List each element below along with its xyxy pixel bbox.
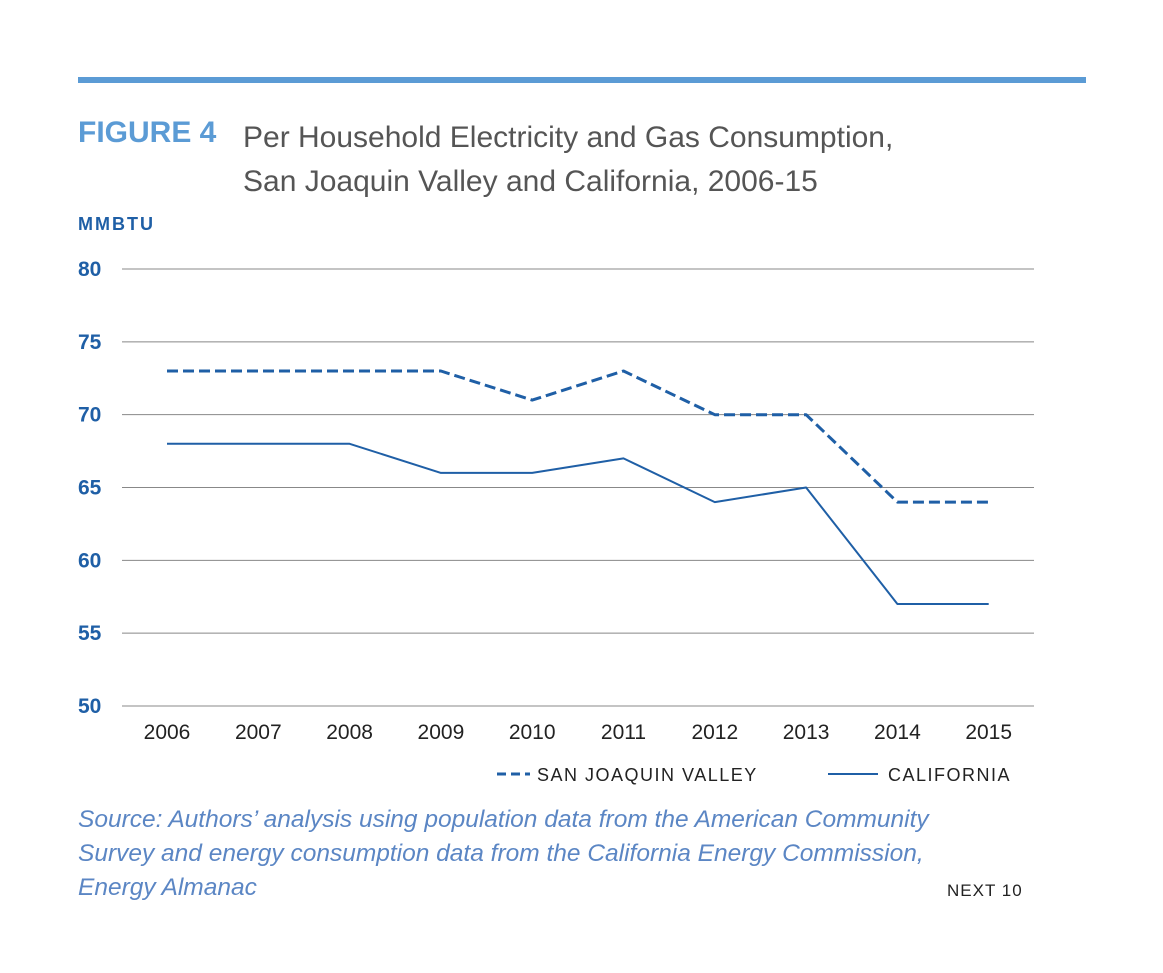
series-line-1 <box>167 369 989 504</box>
series-lines <box>167 369 989 605</box>
x-tick-label: 2014 <box>874 721 921 744</box>
series-line-2 <box>167 442 989 605</box>
y-tick-labels: 50 55 60 65 70 75 80 <box>78 258 102 718</box>
x-tick-label: 2012 <box>691 721 738 744</box>
x-tick-label: 2013 <box>783 721 830 744</box>
x-tick-label: 2010 <box>509 721 556 744</box>
x-tick-label: 2008 <box>326 721 373 744</box>
y-tick-label: 70 <box>78 404 101 427</box>
legend-label: SAN JOAQUIN VALLEY <box>537 765 758 785</box>
y-tick-label: 75 <box>78 331 102 354</box>
y-tick-label: 65 <box>78 477 102 500</box>
x-tick-label: 2009 <box>418 721 465 744</box>
x-tick-label: 2007 <box>235 721 282 744</box>
brand-label: NEXT 10 <box>947 881 1023 900</box>
top-accent-bar <box>78 77 1086 83</box>
y-axis-unit-label: MMBTU <box>78 214 155 234</box>
source-line-2: Survey and energy consumption data from … <box>78 840 924 867</box>
legend-label: CALIFORNIA <box>888 765 1011 785</box>
x-tick-label: 2011 <box>601 721 646 744</box>
x-tick-label: 2015 <box>965 721 1012 744</box>
y-tick-label: 50 <box>78 695 101 718</box>
y-tick-label: 80 <box>78 258 101 281</box>
legend: SAN JOAQUIN VALLEY CALIFORNIA <box>497 765 1011 785</box>
chart-title: Per Household Electricity and Gas Consum… <box>243 116 893 204</box>
chart-title-line-2: San Joaquin Valley and California, 2006-… <box>243 165 818 198</box>
chart-title-line-1: Per Household Electricity and Gas Consum… <box>243 121 894 154</box>
y-tick-label: 55 <box>78 622 102 645</box>
x-tick-labels: 2006 2007 2008 2009 2010 2011 2012 2013 2014 2015 <box>144 721 1012 744</box>
x-tick-label: 2006 <box>144 721 191 744</box>
figure-label: FIGURE 4 <box>78 116 217 149</box>
source-line-1: Source: Authors’ analysis using populati… <box>78 806 929 833</box>
source-line-3: Energy Almanac <box>78 874 257 901</box>
y-tick-label: 60 <box>78 549 101 572</box>
gridlines <box>122 268 1034 707</box>
source-note: Source: Authors’ analysis using populati… <box>78 803 1058 905</box>
